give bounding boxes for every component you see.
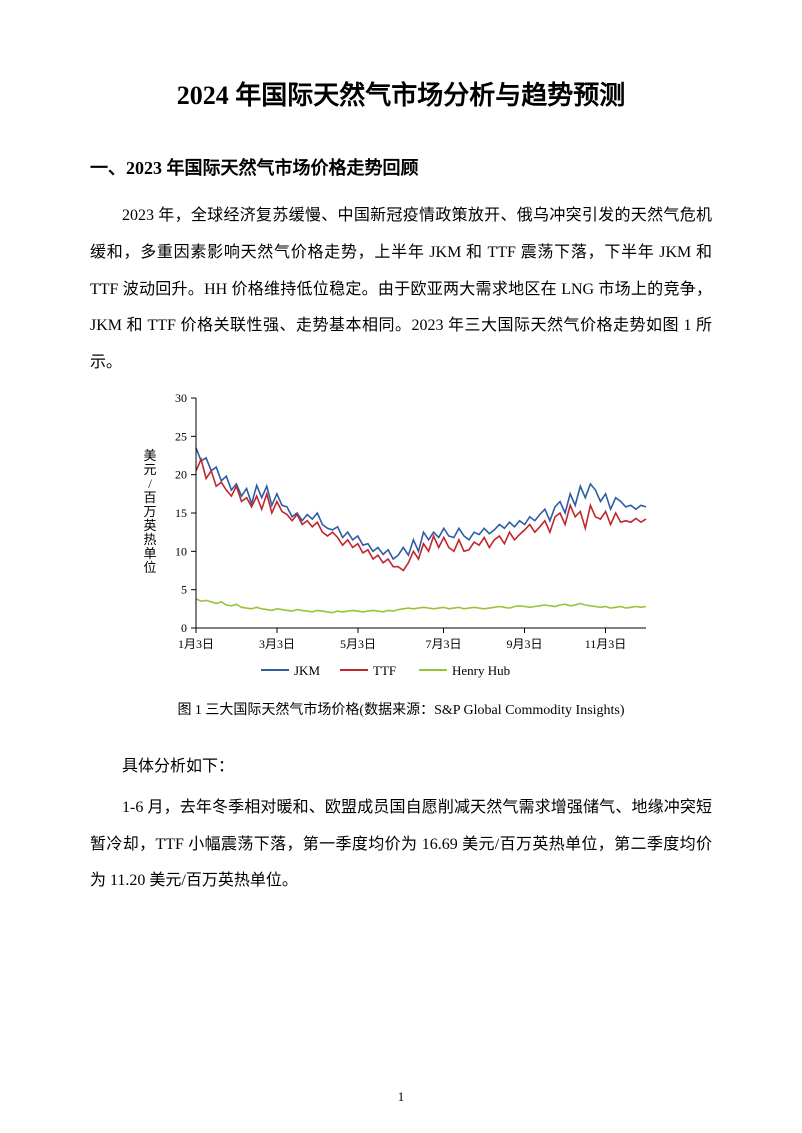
svg-text:百: 百 bbox=[143, 490, 156, 505]
chart-caption: 图 1 三大国际天然气市场价格(数据来源：S&P Global Commodit… bbox=[90, 699, 712, 719]
svg-text:JKM: JKM bbox=[294, 663, 320, 678]
svg-text:5月3日: 5月3日 bbox=[340, 637, 376, 651]
svg-text:15: 15 bbox=[175, 506, 187, 520]
svg-text:3月3日: 3月3日 bbox=[259, 637, 295, 651]
svg-text:30: 30 bbox=[175, 391, 187, 405]
svg-text:20: 20 bbox=[175, 468, 187, 482]
svg-text:5: 5 bbox=[181, 583, 187, 597]
svg-text:TTF: TTF bbox=[373, 663, 396, 678]
svg-text:0: 0 bbox=[181, 621, 187, 635]
svg-text:万: 万 bbox=[143, 504, 156, 519]
document-title: 2024 年国际天然气市场分析与趋势预测 bbox=[90, 75, 712, 112]
svg-text:11月3日: 11月3日 bbox=[585, 637, 627, 651]
analysis-intro: 具体分析如下： bbox=[90, 749, 712, 786]
svg-text:英: 英 bbox=[143, 518, 156, 533]
svg-text:热: 热 bbox=[143, 532, 156, 547]
svg-text:美: 美 bbox=[143, 448, 156, 463]
svg-text:7月3日: 7月3日 bbox=[425, 637, 461, 651]
svg-text:9月3日: 9月3日 bbox=[506, 637, 542, 651]
analysis-para: 1-6 月，去年冬季相对暖和、欧盟成员国自愿削减天然气需求增强储气、地缘冲突短暂… bbox=[90, 790, 712, 900]
svg-text:25: 25 bbox=[175, 429, 187, 443]
section-1-para-1: 2023 年，全球经济复苏缓慢、中国新冠疫情政策放开、俄乌冲突引发的天然气危机缓… bbox=[90, 198, 712, 382]
svg-text:单: 单 bbox=[143, 546, 156, 561]
svg-text:Henry Hub: Henry Hub bbox=[452, 663, 510, 678]
svg-text:10: 10 bbox=[175, 544, 187, 558]
svg-text:1月3日: 1月3日 bbox=[178, 637, 214, 651]
chart-svg: 0 5 10 15 20 25 30 1月3日 3月3日 5月3日 7月3日 9月3日 11月3日 美元/… bbox=[136, 388, 666, 688]
svg-text:/: / bbox=[148, 476, 152, 491]
price-chart: 0 5 10 15 20 25 30 1月3日 3月3日 5月3日 7月3日 9月3日 11月3日 美元/… bbox=[136, 388, 666, 693]
section-1-heading: 一、2023 年国际天然气市场价格走势回顾 bbox=[90, 154, 712, 180]
svg-text:位: 位 bbox=[143, 560, 156, 575]
svg-text:元: 元 bbox=[143, 462, 156, 477]
page-number: 1 bbox=[0, 1089, 802, 1105]
